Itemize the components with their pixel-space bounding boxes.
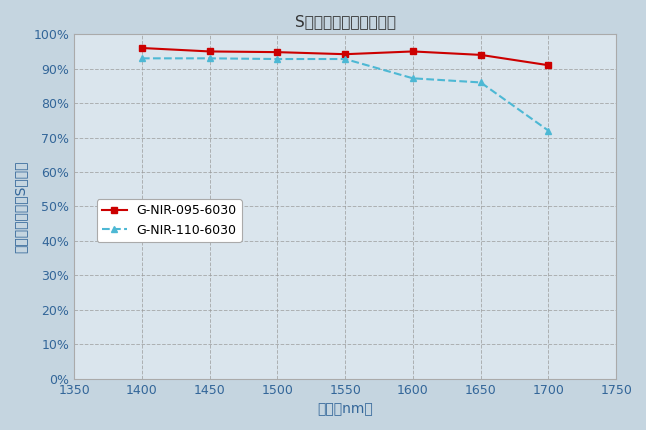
G-NIR-095-6030	[341, 52, 349, 57]
G-NIR-110-6030	[206, 56, 214, 61]
G-NIR-095-6030	[138, 46, 146, 51]
G-NIR-110-6030	[477, 80, 484, 85]
G-NIR-095-6030	[477, 52, 484, 58]
G-NIR-110-6030	[545, 128, 552, 133]
Title: S偶光での相対回折効率: S偶光での相対回折効率	[295, 14, 396, 29]
G-NIR-110-6030	[341, 56, 349, 61]
G-NIR-110-6030	[273, 56, 281, 61]
G-NIR-095-6030	[545, 63, 552, 68]
G-NIR-095-6030	[206, 49, 214, 54]
Y-axis label: 相対回折効率（S偶光）: 相対回折効率（S偶光）	[14, 160, 28, 253]
G-NIR-095-6030	[273, 49, 281, 55]
G-NIR-095-6030	[409, 49, 417, 54]
X-axis label: 波長（nm）: 波長（nm）	[317, 402, 373, 416]
G-NIR-110-6030	[138, 56, 146, 61]
Legend: G-NIR-095-6030, G-NIR-110-6030: G-NIR-095-6030, G-NIR-110-6030	[97, 199, 242, 242]
G-NIR-110-6030	[409, 76, 417, 81]
Line: G-NIR-110-6030: G-NIR-110-6030	[138, 55, 552, 134]
Line: G-NIR-095-6030: G-NIR-095-6030	[138, 45, 552, 69]
